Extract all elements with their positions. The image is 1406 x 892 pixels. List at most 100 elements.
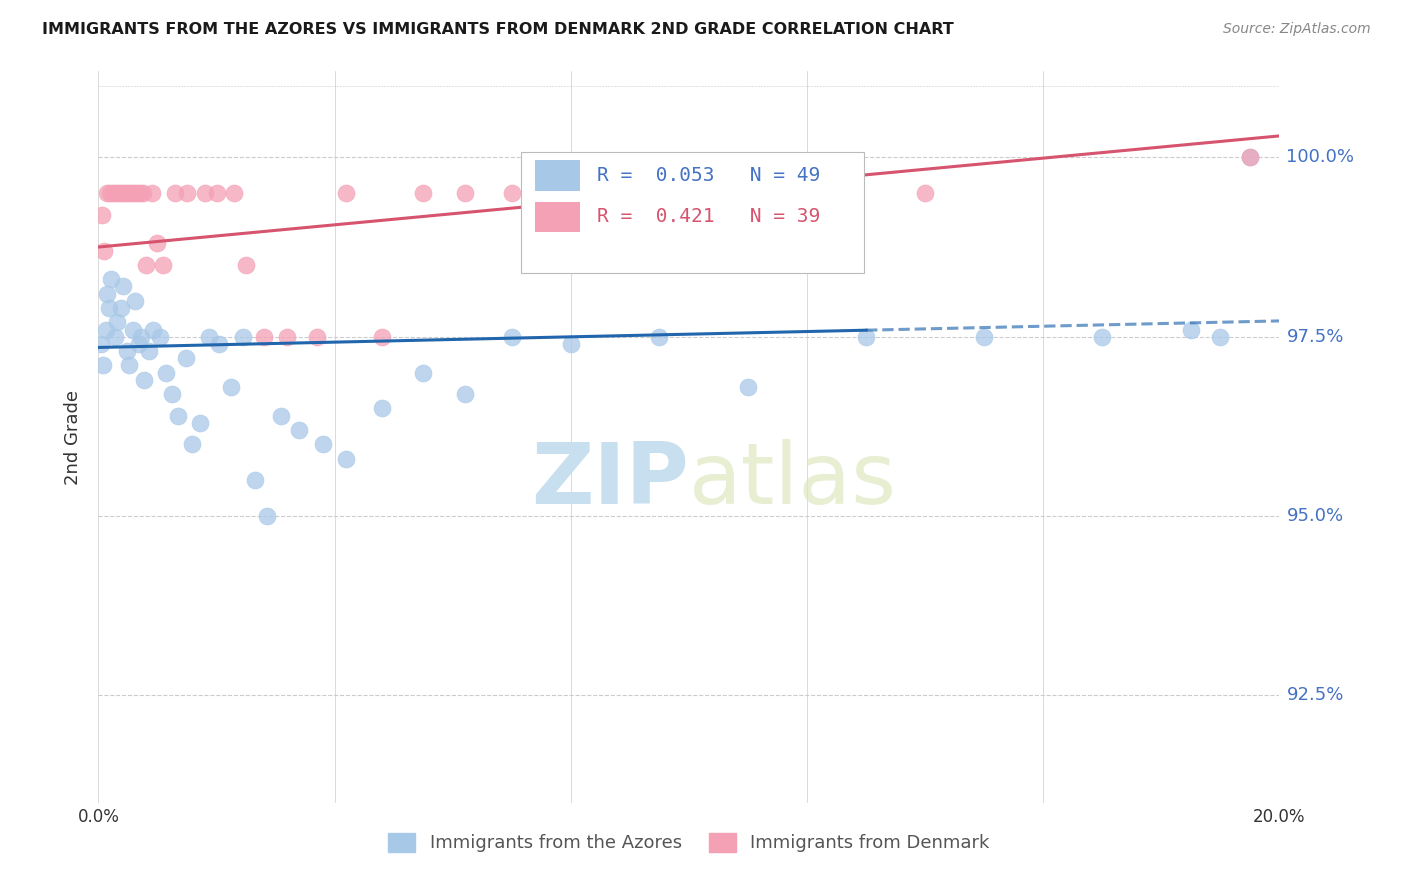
- Point: [973, 329, 995, 343]
- Point: [412, 366, 434, 380]
- Point: [243, 473, 266, 487]
- Point: [155, 366, 177, 380]
- Point: [335, 451, 357, 466]
- Point: [93, 244, 115, 258]
- Point: [453, 387, 475, 401]
- Point: [371, 401, 394, 416]
- Point: [253, 329, 276, 343]
- Point: [111, 186, 134, 201]
- Point: [115, 344, 138, 359]
- Legend: Immigrants from the Azores, Immigrants from Denmark: Immigrants from the Azores, Immigrants f…: [381, 826, 997, 860]
- Point: [914, 186, 936, 201]
- Y-axis label: 2nd Grade: 2nd Grade: [65, 390, 83, 484]
- Point: [560, 336, 582, 351]
- FancyBboxPatch shape: [536, 160, 581, 191]
- Point: [548, 186, 571, 201]
- FancyBboxPatch shape: [536, 202, 581, 232]
- Text: ZIP: ZIP: [531, 440, 689, 523]
- FancyBboxPatch shape: [522, 152, 863, 273]
- Text: 100.0%: 100.0%: [1286, 148, 1354, 167]
- Point: [134, 373, 156, 387]
- Point: [270, 409, 292, 423]
- Point: [129, 329, 152, 343]
- Text: 97.5%: 97.5%: [1286, 327, 1344, 346]
- Point: [453, 186, 475, 201]
- Point: [219, 380, 243, 394]
- Point: [110, 301, 132, 315]
- Point: [198, 329, 221, 343]
- Text: atlas: atlas: [689, 440, 897, 523]
- Point: [100, 272, 122, 286]
- Point: [138, 344, 160, 359]
- Point: [90, 336, 112, 351]
- Point: [205, 186, 228, 201]
- Text: Source: ZipAtlas.com: Source: ZipAtlas.com: [1223, 22, 1371, 37]
- Point: [288, 423, 311, 437]
- Text: IMMIGRANTS FROM THE AZORES VS IMMIGRANTS FROM DENMARK 2ND GRADE CORRELATION CHAR: IMMIGRANTS FROM THE AZORES VS IMMIGRANTS…: [42, 22, 953, 37]
- Point: [114, 186, 136, 201]
- Point: [91, 359, 114, 373]
- Point: [167, 409, 190, 423]
- Point: [125, 186, 148, 201]
- Point: [180, 437, 202, 451]
- Point: [132, 186, 155, 201]
- Point: [1209, 329, 1232, 343]
- Point: [305, 329, 328, 343]
- Point: [105, 186, 128, 201]
- Point: [1239, 150, 1261, 164]
- Point: [124, 293, 146, 308]
- Point: [235, 258, 257, 272]
- Point: [176, 186, 198, 201]
- Point: [146, 236, 169, 251]
- Point: [855, 329, 877, 343]
- Point: [142, 322, 165, 336]
- Point: [165, 186, 187, 201]
- Point: [108, 186, 131, 201]
- Point: [128, 336, 150, 351]
- Point: [98, 186, 121, 201]
- Point: [98, 301, 121, 315]
- Point: [174, 351, 197, 366]
- Point: [149, 329, 172, 343]
- Point: [501, 329, 523, 343]
- Point: [256, 508, 278, 523]
- Point: [104, 329, 127, 343]
- Point: [91, 208, 114, 222]
- Text: 92.5%: 92.5%: [1286, 686, 1344, 705]
- Point: [1091, 329, 1114, 343]
- Point: [122, 186, 145, 201]
- Point: [121, 322, 143, 336]
- Point: [224, 186, 246, 201]
- Point: [737, 186, 759, 201]
- Point: [412, 186, 434, 201]
- Point: [112, 279, 135, 293]
- Point: [152, 258, 174, 272]
- Point: [1180, 322, 1202, 336]
- Point: [589, 186, 612, 201]
- Point: [194, 186, 217, 201]
- Point: [335, 186, 357, 201]
- Point: [737, 380, 759, 394]
- Point: [120, 186, 142, 201]
- Point: [96, 186, 118, 201]
- Point: [371, 329, 394, 343]
- Text: 95.0%: 95.0%: [1286, 507, 1344, 525]
- Point: [312, 437, 335, 451]
- Point: [105, 315, 128, 329]
- Point: [648, 186, 671, 201]
- Point: [141, 186, 163, 201]
- Point: [103, 186, 125, 201]
- Point: [94, 322, 117, 336]
- Text: R =  0.421   N = 39: R = 0.421 N = 39: [596, 208, 820, 227]
- Point: [128, 186, 150, 201]
- Point: [648, 329, 671, 343]
- Point: [117, 186, 139, 201]
- Point: [135, 258, 157, 272]
- Point: [501, 186, 523, 201]
- Point: [276, 329, 298, 343]
- Point: [96, 286, 118, 301]
- Text: R =  0.053   N = 49: R = 0.053 N = 49: [596, 166, 820, 185]
- Point: [1239, 150, 1261, 164]
- Point: [208, 336, 231, 351]
- Point: [118, 359, 141, 373]
